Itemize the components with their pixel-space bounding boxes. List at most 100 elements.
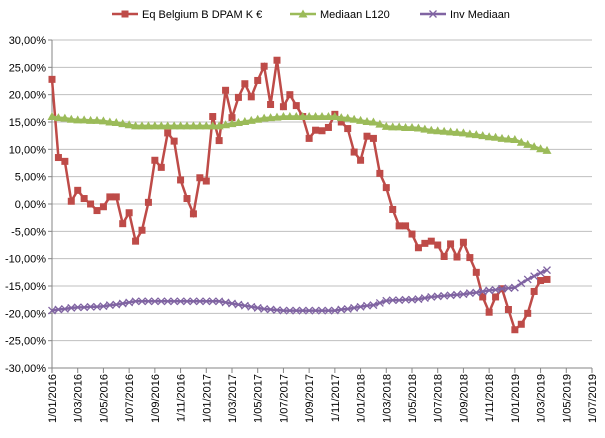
marker [491, 132, 501, 141]
marker [343, 305, 352, 313]
marker [163, 297, 172, 306]
marker [516, 137, 526, 146]
marker [67, 197, 75, 205]
x-tick-label: 1/07/2016 [124, 374, 136, 423]
marker [86, 115, 96, 124]
marker [311, 112, 321, 121]
marker [446, 291, 455, 300]
marker [61, 157, 69, 165]
marker [414, 295, 423, 304]
marker [292, 102, 300, 110]
marker [536, 268, 545, 277]
y-tick-label: -10,00% [5, 254, 46, 266]
marker [189, 297, 198, 306]
marker [465, 289, 474, 298]
x-tick-label: 1/03/2017 [227, 374, 239, 423]
marker [53, 113, 63, 122]
y-tick-label: -25,00% [5, 336, 46, 348]
legend-marker [298, 9, 308, 18]
marker [87, 200, 95, 208]
marker [375, 298, 384, 307]
marker [368, 117, 378, 126]
marker [356, 115, 366, 124]
marker [67, 303, 76, 312]
legend-label: Mediaan L120 [320, 9, 390, 21]
marker [312, 126, 320, 134]
marker [240, 116, 250, 125]
marker [504, 284, 513, 293]
marker [305, 134, 313, 142]
marker [138, 297, 146, 306]
marker [183, 195, 191, 203]
marker [478, 131, 488, 140]
marker [350, 148, 358, 156]
marker [188, 121, 198, 130]
marker [170, 137, 178, 145]
marker [125, 209, 133, 217]
marker [66, 114, 76, 123]
x-tick-label: 1/03/2018 [381, 374, 393, 423]
marker [228, 299, 236, 308]
marker [54, 154, 62, 162]
marker [169, 121, 179, 130]
marker [542, 145, 552, 154]
marker [459, 290, 468, 299]
marker [305, 306, 314, 315]
marker [221, 120, 231, 129]
marker [157, 297, 166, 306]
y-tick-label: 15,00% [9, 117, 47, 129]
marker [503, 134, 513, 143]
x-tick-label: 1/01/2019 [510, 374, 522, 423]
marker [446, 127, 456, 136]
marker [54, 305, 63, 314]
marker [143, 121, 153, 130]
marker [93, 207, 101, 215]
x-tick-label: 1/01/2017 [201, 374, 213, 423]
marker [177, 176, 185, 184]
marker [196, 174, 204, 182]
marker [382, 184, 390, 192]
marker [298, 306, 307, 315]
marker [253, 303, 262, 312]
marker [208, 121, 218, 130]
marker [330, 112, 340, 121]
marker [144, 297, 153, 306]
marker [266, 113, 276, 122]
x-tick-label: 1/05/2018 [407, 374, 419, 423]
marker [517, 279, 526, 288]
marker [318, 127, 326, 135]
marker [98, 116, 108, 125]
y-tick-label: -15,00% [5, 281, 46, 293]
x-tick-label: 1/01/2016 [47, 374, 59, 423]
marker [466, 254, 474, 262]
y-tick-label: -30,00% [5, 363, 46, 375]
marker [202, 177, 210, 185]
marker [350, 303, 359, 312]
marker [118, 119, 128, 128]
x-tick-label: 1/11/2017 [330, 374, 342, 422]
marker [304, 112, 314, 121]
marker [440, 252, 448, 260]
y-tick-label: -20,00% [5, 308, 46, 320]
marker [105, 301, 114, 310]
marker [138, 226, 146, 234]
marker [408, 295, 416, 304]
marker [510, 283, 519, 292]
marker [498, 284, 506, 293]
marker [324, 306, 333, 315]
x-tick-label: 1/09/2018 [458, 374, 470, 423]
marker [164, 129, 172, 137]
marker [176, 121, 186, 130]
marker [112, 300, 121, 309]
marker [336, 113, 346, 122]
y-tick-label: 30,00% [9, 35, 47, 47]
marker [92, 115, 102, 124]
y-tick-label: 0,00% [15, 199, 46, 211]
marker [523, 275, 532, 284]
x-tick-label: 1/11/2018 [484, 374, 496, 422]
marker [80, 303, 89, 312]
marker [279, 306, 288, 315]
marker [272, 112, 282, 121]
marker [48, 75, 56, 83]
legend-label: Eq Belgium B DPAM K € [142, 9, 262, 21]
